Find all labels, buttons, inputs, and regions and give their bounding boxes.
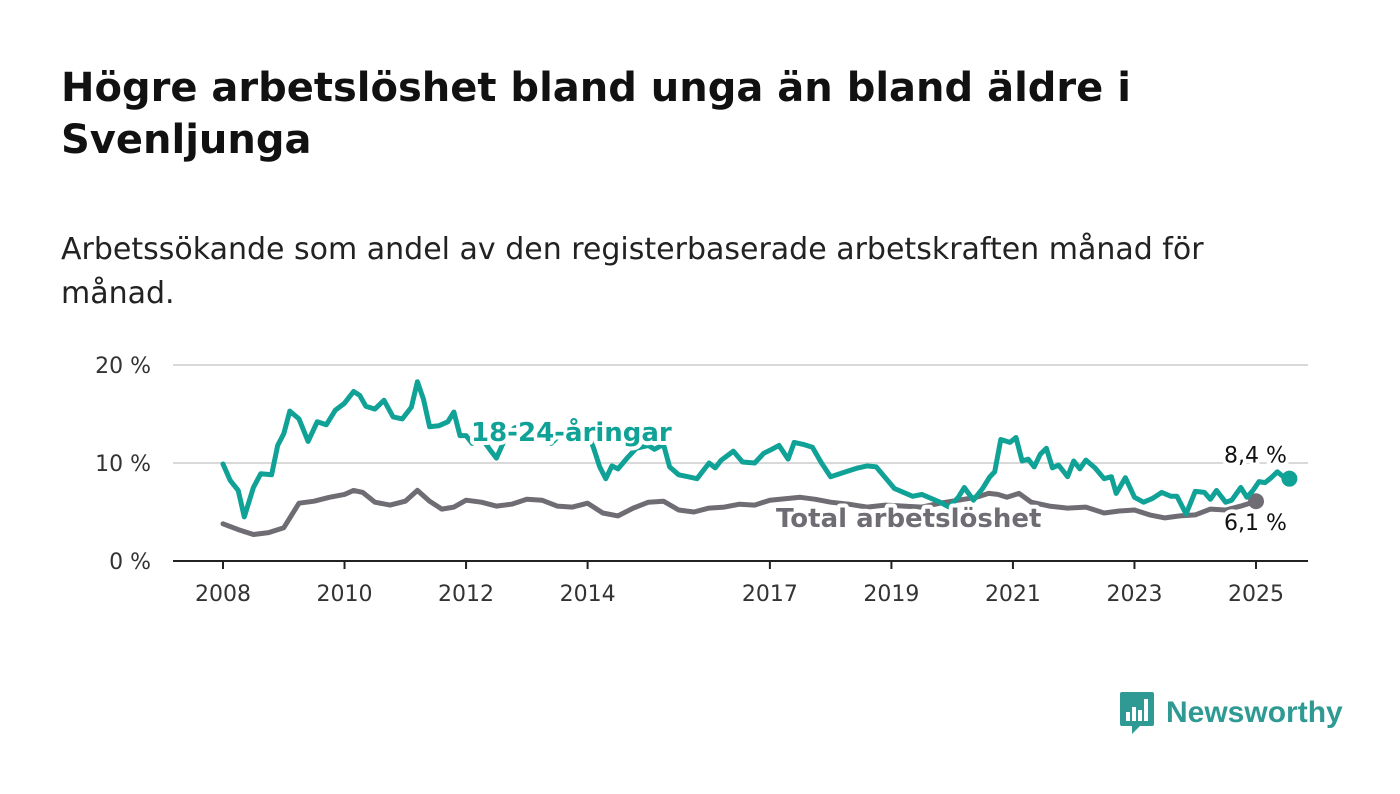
gridlines <box>173 364 1308 464</box>
series-line-youth <box>220 379 1292 520</box>
series-label-total-halo: Total arbetslöshet <box>776 504 1041 534</box>
x-tick-label: 2019 <box>863 582 919 607</box>
x-tick-label: 2021 <box>985 582 1041 607</box>
newsworthy-logo[interactable]: Newsworthy <box>1118 690 1343 736</box>
end-value-label-total-halo: 6,1 % <box>1224 511 1287 536</box>
end-value-label-youth: 8,4 % <box>1224 444 1287 469</box>
series-end-marker <box>1281 470 1298 487</box>
x-tick-label: 2025 <box>1228 582 1284 607</box>
x-tick-label: 2010 <box>317 582 373 607</box>
axes: 0 % 10 % 20 % 2008 2010 2012 2014 2017 2019 2021 2… <box>95 354 1308 607</box>
series-label-youth-halo: 18-24-åringar <box>471 416 672 448</box>
y-tick-label: 0 % <box>109 550 151 575</box>
series-label-total: Total arbetslöshet <box>776 504 1041 534</box>
x-tick-label: 2014 <box>560 582 616 607</box>
end-value-label-total: 6,1 % <box>1224 511 1287 536</box>
x-tick-label: 2017 <box>742 582 798 607</box>
x-tick-label: 2008 <box>195 582 251 607</box>
logo-text: Newsworthy <box>1166 696 1343 729</box>
y-tick-label: 10 % <box>95 452 151 477</box>
newsworthy-logo-icon <box>1120 692 1154 734</box>
series-line-total <box>220 487 1259 537</box>
y-tick-label: 20 % <box>95 354 151 379</box>
series-lines <box>220 379 1298 537</box>
page-title: Högre arbetslöshet bland unga än bland ä… <box>61 65 1131 163</box>
x-tick-label: 2023 <box>1106 582 1162 607</box>
x-tick-label: 2012 <box>438 582 494 607</box>
series-end-marker <box>1248 493 1264 510</box>
series-label-youth: 18-24-åringar <box>471 416 672 448</box>
end-value-label-youth-halo: 8,4 % <box>1224 444 1287 469</box>
chart-subtitle: Arbetssökande som andel av den registerb… <box>61 232 1204 311</box>
